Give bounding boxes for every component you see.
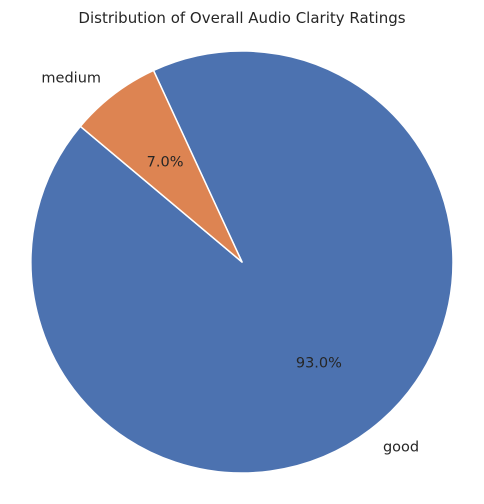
slice-label-medium: medium: [41, 71, 101, 87]
pie-slices: [30, 50, 454, 474]
percent-label-medium: 7.0%: [147, 154, 184, 170]
pie-labels: good 93.0% medium 7.0%: [41, 71, 419, 456]
slice-label-good: good: [383, 439, 419, 455]
pie-slice-medium: [79, 69, 243, 263]
chart-title: Distribution of Overall Audio Clarity Ra…: [78, 9, 405, 27]
percent-label-good: 93.0%: [296, 356, 342, 372]
